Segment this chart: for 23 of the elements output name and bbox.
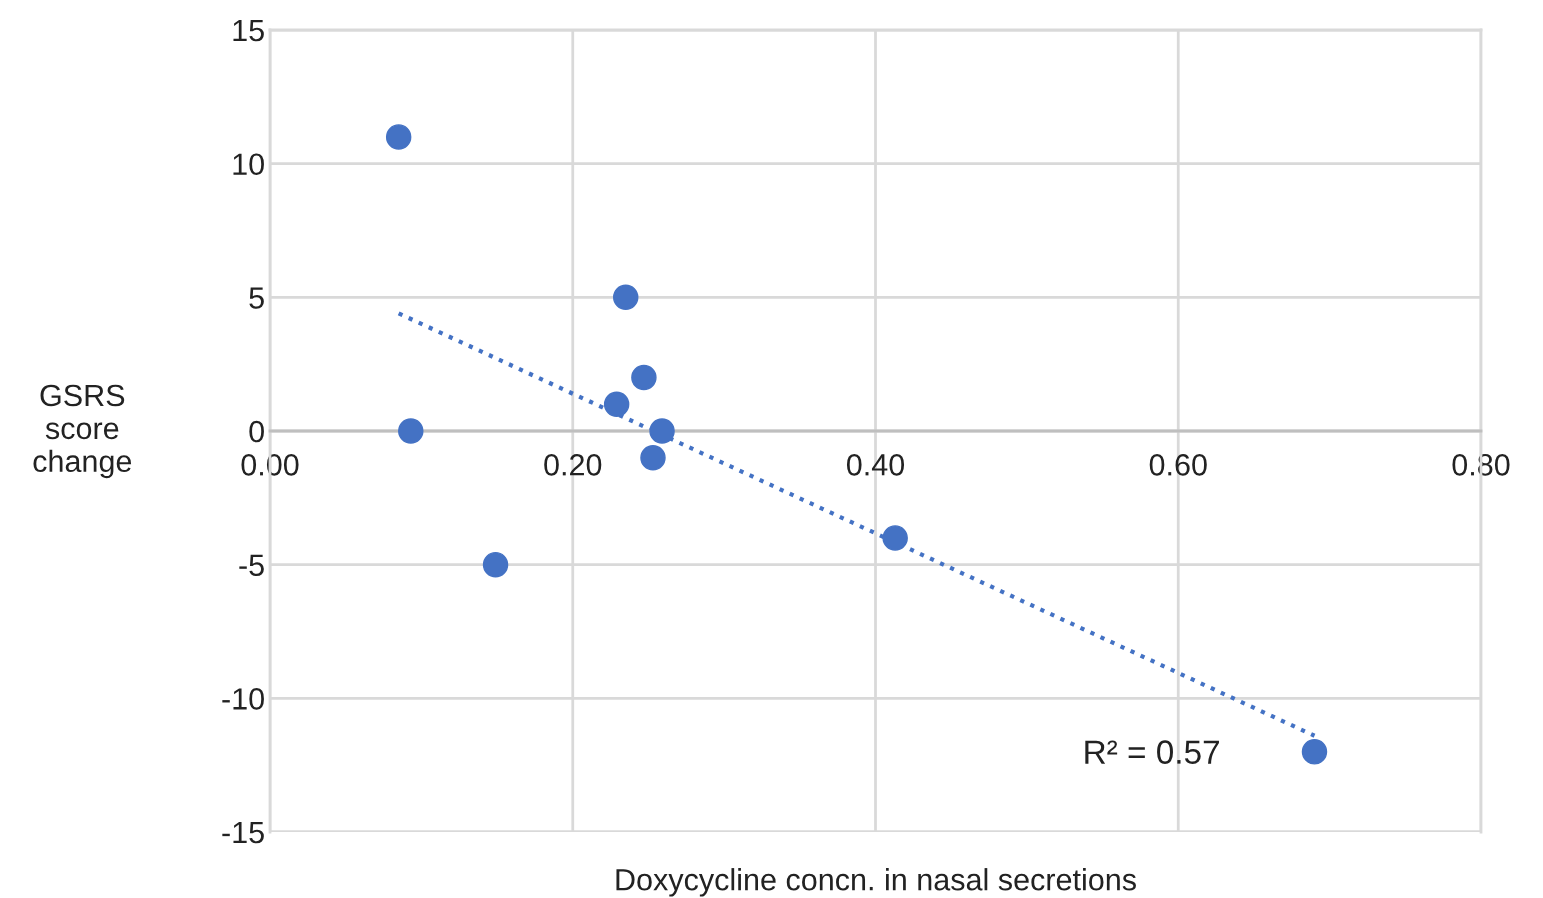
point — [640, 445, 666, 471]
point — [385, 124, 412, 150]
x-axis-title: Doxycycline concn. in nasal secretions — [616, 868, 1136, 897]
y-tick-label: 5 — [249, 287, 264, 309]
y-tick-label: -10 — [222, 688, 264, 710]
point — [1301, 739, 1328, 765]
y-tick-label: 0 — [249, 420, 264, 443]
point — [649, 418, 675, 444]
annotation: R² = 0.57 — [1085, 740, 1219, 764]
point — [613, 284, 639, 311]
point — [603, 391, 630, 417]
point — [398, 418, 424, 444]
y-tick-label: 10 — [233, 153, 264, 176]
x-tick-label: 0.40 — [846, 454, 905, 476]
y-tick-label: 15 — [233, 20, 264, 42]
y-axis-title: GSRS score change — [33, 384, 132, 479]
x-tick-label: 0.60 — [1149, 454, 1207, 476]
x-tick-label: 0.20 — [544, 454, 602, 476]
y-tick-label: -15 — [222, 822, 264, 844]
point — [482, 551, 509, 578]
y-tick-label: -5 — [239, 554, 264, 577]
point — [631, 364, 657, 391]
point — [882, 525, 908, 551]
